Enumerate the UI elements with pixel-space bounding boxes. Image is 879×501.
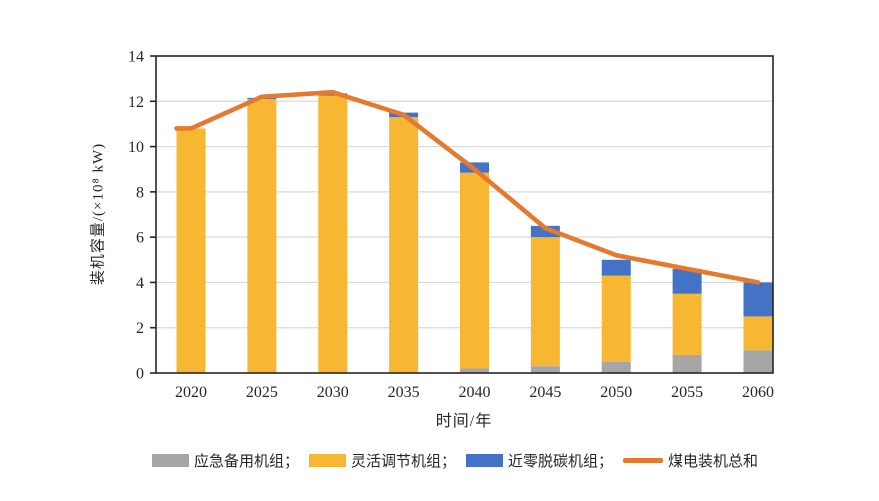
legend-item-near-zero-decarbon: 近零脱碳机组； xyxy=(465,450,613,471)
legend-item-emergency-backup: 应急备用机组； xyxy=(152,450,299,471)
legend-swatch-flexible-adjustment-icon xyxy=(308,454,346,467)
x-tick-label: 2020 xyxy=(175,384,207,401)
y-tick-label: 0 xyxy=(136,366,144,383)
bar-segment xyxy=(530,225,560,238)
x-tick-label: 2050 xyxy=(600,384,632,401)
legend-label-coal-total: 煤电装机总和 xyxy=(667,454,758,470)
bar-segment xyxy=(460,368,489,373)
bar-segment xyxy=(601,259,631,276)
x-tick-label: 2060 xyxy=(742,384,774,401)
x-tick-label: 2045 xyxy=(529,384,561,401)
x-tick-label: 2025 xyxy=(246,384,278,401)
bar-segment xyxy=(601,275,631,362)
x-tick-label: 2040 xyxy=(459,384,491,401)
y-axis-title: 装机容量/(×10⁸ kW) xyxy=(90,142,107,286)
y-tick-label: 14 xyxy=(128,49,144,66)
bar-segment xyxy=(743,282,773,317)
bar-segment xyxy=(460,172,489,369)
y-tick-label: 4 xyxy=(136,275,144,292)
bar-segment xyxy=(530,366,560,373)
legend-item-flexible-adjustment: 灵活调节机组； xyxy=(308,450,456,471)
y-tick-label: 12 xyxy=(128,94,144,111)
legend-label-flexible-adjustment: 灵活调节机组； xyxy=(350,454,456,470)
x-tick-label: 2035 xyxy=(388,384,420,401)
bar-segment xyxy=(318,95,348,373)
x-tick-label: 2030 xyxy=(317,384,349,401)
bar-segment xyxy=(389,117,419,373)
legend-label-emergency-backup: 应急备用机组； xyxy=(194,454,300,470)
x-axis-title: 时间/年 xyxy=(435,413,493,430)
legend-label-near-zero-decarbon: 近零脱碳机组； xyxy=(507,454,613,470)
coal-total-line xyxy=(174,89,761,285)
legend-swatch-emergency-backup-icon xyxy=(152,454,189,467)
bar-segment xyxy=(176,128,206,373)
bar-segment xyxy=(672,293,702,355)
y-tick-label: 2 xyxy=(136,320,144,337)
plot-area: 0 2 4 6 8 10 12 14 2020 2025 2030 2035 2040 2045 2050 2… xyxy=(128,49,774,402)
y-tick-label: 8 xyxy=(136,184,144,201)
legend: 应急备用机组； 灵活调节机组； 近零脱碳机组； 煤电装机总和 xyxy=(152,450,758,471)
legend-swatch-near-zero-decarbon-icon xyxy=(465,454,503,467)
legend-item-coal-total: 煤电装机总和 xyxy=(622,450,758,471)
bar-segment xyxy=(530,237,560,367)
y-tick-label: 6 xyxy=(136,230,144,247)
x-tick-label: 2055 xyxy=(671,384,703,401)
bar-segment xyxy=(743,350,773,373)
y-tick-label: 10 xyxy=(128,139,144,156)
legend-swatch-coal-total-line-icon xyxy=(622,458,663,463)
bar-segment xyxy=(247,99,277,374)
bar-segment xyxy=(743,316,773,351)
plot-frame xyxy=(155,55,774,374)
bar-segment xyxy=(672,354,702,373)
bar-segment xyxy=(601,361,631,373)
